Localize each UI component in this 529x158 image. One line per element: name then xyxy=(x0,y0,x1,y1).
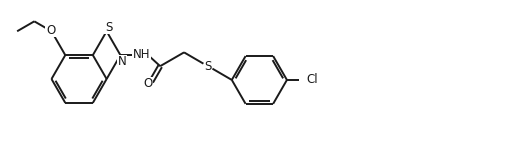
Text: O: O xyxy=(143,77,152,90)
Text: O: O xyxy=(46,24,55,37)
Text: S: S xyxy=(204,60,212,73)
Text: S: S xyxy=(105,21,112,34)
Text: N: N xyxy=(117,55,126,68)
Text: Cl: Cl xyxy=(306,73,317,86)
Text: NH: NH xyxy=(133,48,150,61)
